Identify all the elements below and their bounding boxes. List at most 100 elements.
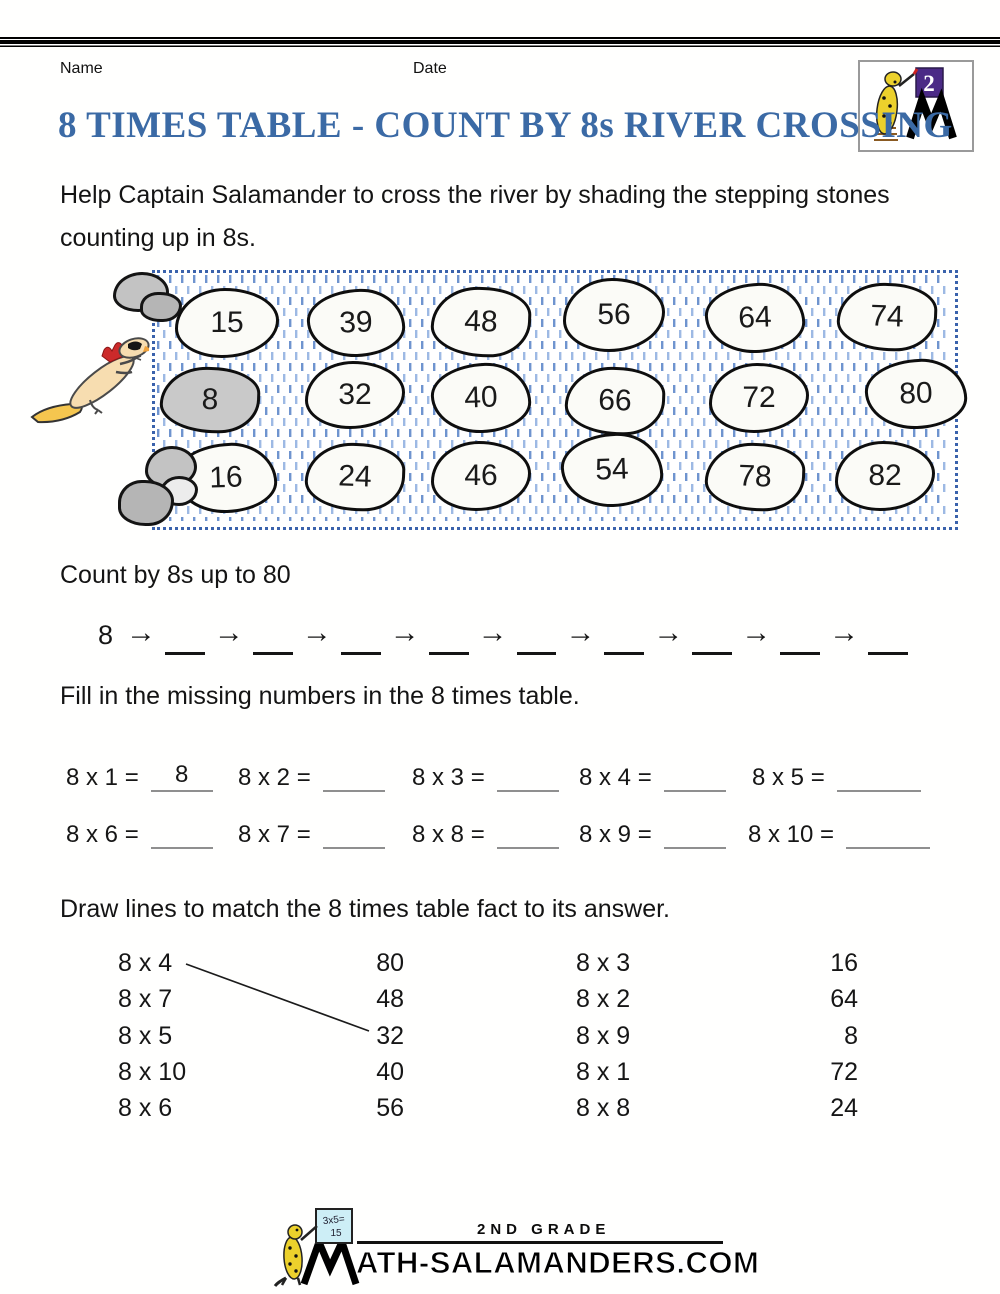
answer: 40 [376, 1058, 404, 1086]
spot [888, 121, 892, 125]
salamander-head [287, 1224, 303, 1240]
answer: 8 [844, 1022, 858, 1050]
fact: 8 x 8 [576, 1094, 631, 1122]
answer: 72 [830, 1058, 858, 1086]
stone-number: 56 [597, 298, 631, 331]
equation-label: 8 x 8 = [412, 821, 485, 848]
written-answer: 8 [175, 761, 189, 788]
salamander-arm [300, 1225, 318, 1241]
equation-label: 8 x 2 = [238, 764, 311, 791]
water-texture [155, 273, 949, 521]
equation: 8 x 4 = [579, 760, 726, 792]
leg [280, 1277, 288, 1286]
equation-label: 8 x 10 = [748, 821, 835, 848]
snout [143, 346, 150, 352]
equation-label: 8 x 6 = [66, 821, 139, 848]
leg [89, 399, 103, 415]
grade-number: 2 [923, 71, 935, 96]
answer: 56 [376, 1094, 404, 1122]
brand-wordmark: ATH-SALAMANDERS.COM [356, 1245, 760, 1281]
answer-blank [340, 630, 381, 655]
equation: 8 x 7 = [238, 817, 385, 849]
answer: 24 [830, 1094, 858, 1122]
arrow-icon: → [213, 616, 244, 649]
equation: 8 x 6 = [66, 817, 213, 849]
spot [882, 114, 886, 118]
answer-blank [150, 817, 213, 849]
answer: 16 [830, 949, 858, 977]
arrow-icon: → [565, 616, 596, 649]
name-label: Name [60, 60, 103, 77]
answer-blank [516, 630, 557, 655]
match-heading: Draw lines to match the 8 times table fa… [60, 895, 670, 923]
top-divider [0, 37, 1000, 47]
stepping-stone: 15 [175, 288, 279, 358]
stone-number: 82 [868, 459, 902, 492]
answer: 32 [376, 1022, 404, 1050]
arrow-icon: → [653, 616, 684, 649]
stone-number: 32 [338, 378, 372, 411]
chalkboard [315, 1208, 353, 1244]
arrow-icon: → [126, 616, 157, 649]
spot [882, 96, 886, 100]
stone-number: 16 [208, 460, 244, 495]
count-sequence: 8 → → → → → → → → → [98, 616, 909, 655]
answer: 80 [376, 949, 404, 977]
stone-number: 72 [742, 381, 776, 414]
stone-number: 40 [463, 380, 499, 415]
answer-blank [322, 760, 385, 792]
count-heading: Count by 8s up to 80 [60, 561, 291, 589]
fact: 8 x 3 [576, 949, 631, 977]
arrow-icon: → [477, 616, 508, 649]
stone-number: 46 [464, 459, 498, 492]
fact: 8 x 9 [576, 1022, 631, 1050]
stone-number: 80 [898, 376, 934, 411]
fact: 8 x 10 [118, 1058, 187, 1086]
fact: 8 x 7 [118, 985, 173, 1013]
answer-blank [692, 630, 733, 655]
stepping-stone: 82 [835, 441, 935, 511]
equation: 8 x 9 = [579, 817, 726, 849]
arrow-icon: → [741, 616, 772, 649]
stone-number: 39 [338, 305, 374, 340]
page-title: 8 TIMES TABLE - COUNT BY 8s RIVER CROSSI… [58, 105, 953, 146]
equation-label: 8 x 1 = [66, 764, 139, 791]
math-salamanders-logo: 3x5= 15 [273, 1208, 360, 1287]
stone-number: 54 [594, 452, 630, 487]
equation-label: 8 x 9 = [579, 821, 652, 848]
stone-number: 64 [737, 300, 773, 335]
salamander-body [283, 1236, 303, 1280]
equation-label: 8 x 3 = [412, 764, 485, 791]
answer-blank: 8 [150, 760, 213, 792]
answer-blank [496, 817, 559, 849]
stone-number: 24 [337, 459, 373, 494]
equation-label: 8 x 5 = [752, 764, 825, 791]
spot [888, 104, 892, 108]
stepping-stone: 56 [563, 278, 665, 352]
hand [135, 355, 142, 361]
stone-number: 8 [201, 382, 219, 417]
leg [296, 1277, 302, 1286]
match-row: 8 x 6 56 8 x 8 24 [0, 1094, 1000, 1131]
fact: 8 x 6 [118, 1094, 173, 1122]
salamander-arm [898, 73, 915, 87]
arm [115, 370, 133, 375]
equation-label: 8 x 4 = [579, 764, 652, 791]
answer-blank [663, 760, 726, 792]
eye-mask [128, 341, 142, 351]
captain-salamander-illustration [30, 337, 150, 424]
fact: 8 x 4 [118, 949, 173, 977]
answer-blank [604, 630, 645, 655]
equation: 8 x 5 = [752, 760, 921, 792]
rock-icon [118, 480, 174, 526]
grade-2-salamander-logo: 2 [858, 60, 974, 152]
stepping-stone: 72 [709, 363, 809, 433]
answer-blank [846, 817, 931, 849]
rock-icon [140, 292, 182, 322]
arrow-icon: → [389, 616, 420, 649]
match-row: 8 x 4 80 8 x 3 16 [0, 949, 1000, 986]
equation: 8 x 3 = [412, 760, 559, 792]
match-row: 8 x 5 32 8 x 9 8 [0, 1022, 1000, 1059]
answer-blank [428, 630, 469, 655]
